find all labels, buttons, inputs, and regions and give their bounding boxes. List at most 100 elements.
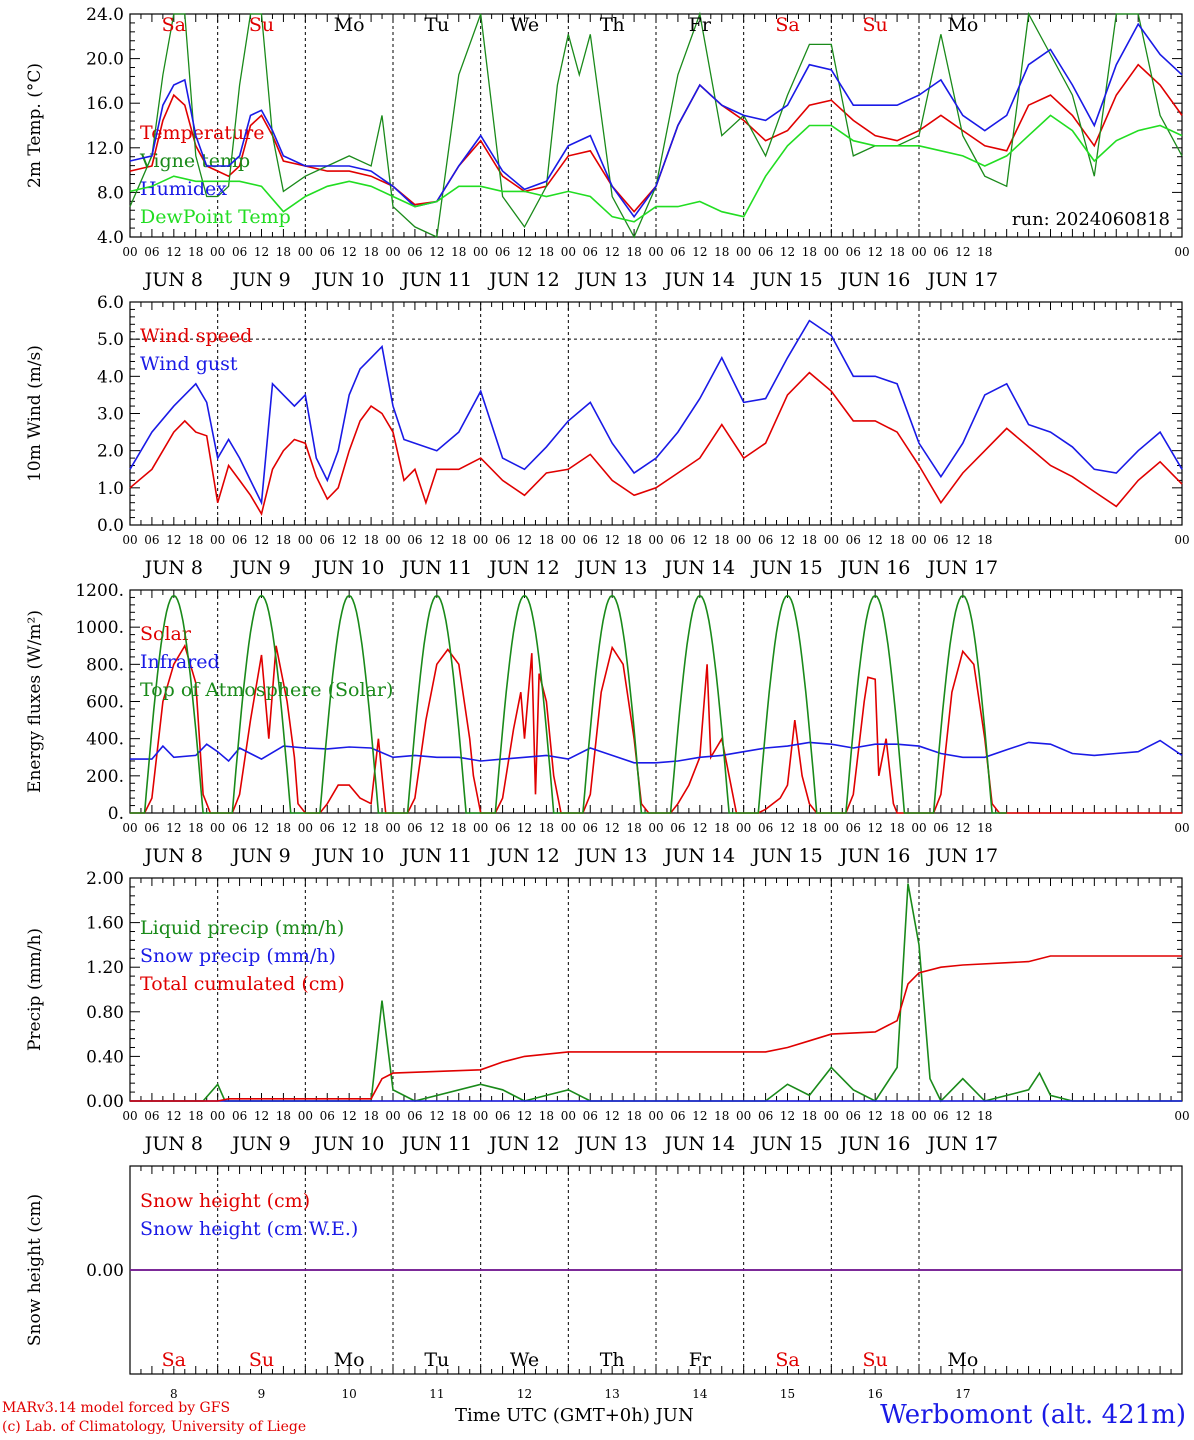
y-tick-label: 0.80 [86,1003,124,1023]
weekday-label: Su [249,14,274,36]
hour-tick-label: 06 [933,1109,948,1123]
hour-tick-label: 06 [583,821,598,835]
day-number-label: 9 [258,1387,266,1401]
hour-tick-label: 12 [780,821,795,835]
y-tick-label: 6.0 [97,293,124,313]
weekday-label: Sa [775,14,799,36]
hour-tick-label: 06 [846,1109,861,1123]
hour-tick-label: 06 [933,533,948,547]
hour-tick-label: 00 [298,245,313,259]
hour-tick-label: 12 [955,533,970,547]
hour-tick-label: 06 [232,245,247,259]
date-label: JUN 11 [400,557,472,579]
date-label: JUN 9 [230,1133,290,1155]
hour-tick-label: 06 [407,245,422,259]
date-label: JUN 12 [487,1133,559,1155]
hour-tick-label: 18 [451,245,466,259]
date-label: JUN 14 [663,557,735,579]
hour-tick-label: 18 [802,245,817,259]
hour-tick-label: 06 [670,533,685,547]
y-tick-label: 600. [86,693,124,713]
hour-tick-label: 00 [561,533,576,547]
hour-tick-label: 18 [451,1109,466,1123]
weekday-label: Sa [775,1349,799,1371]
y-axis-label: 2m Temp. (°C) [25,63,45,188]
hour-tick-label: 18 [626,533,641,547]
legend-entry: Humidex [140,178,227,200]
weekday-label: Fr [689,1349,712,1371]
hour-tick-label: 12 [254,533,269,547]
date-label: JUN 17 [926,845,998,867]
hour-tick-label: 00 [122,821,137,835]
day-number-label: 17 [955,1387,970,1401]
hour-tick-label: 00 [736,245,751,259]
hour-tick-label: 18 [626,821,641,835]
hour-tick-label: 00 [736,1109,751,1123]
date-label: JUN 11 [400,845,472,867]
date-label: JUN 15 [750,269,822,291]
date-label: JUN 16 [838,269,910,291]
hour-tick-label: 18 [276,821,291,835]
hour-tick-label: 06 [933,821,948,835]
y-tick-label: 4.0 [97,228,124,248]
model-credit: MARv3.14 model forced by GFS [2,1400,231,1416]
y-tick-label: 1000. [75,618,124,638]
y-tick-label: 800. [86,655,124,675]
hour-tick-label: 06 [758,821,773,835]
hour-tick-label: 06 [758,533,773,547]
date-label: JUN 15 [750,845,822,867]
hour-tick-label: 18 [451,533,466,547]
legend-entry: DewPoint Temp [140,206,291,228]
hour-tick-label: 06 [144,245,159,259]
hour-tick-label: 00 [473,245,488,259]
hour-tick-label: 00 [911,245,926,259]
hour-tick-label: 00 [561,821,576,835]
date-label: JUN 12 [487,557,559,579]
hour-tick-label: 18 [188,245,203,259]
weekday-label: Sa [162,1349,186,1371]
hour-tick-label: 06 [846,245,861,259]
weekday-label: Fr [689,14,712,36]
weekday-label: We [510,14,539,36]
y-tick-label: 3.0 [97,405,124,425]
hour-tick-label: 00 [911,533,926,547]
y-axis-label: Snow height (cm) [25,1194,45,1346]
hour-tick-label: 18 [626,1109,641,1123]
hour-tick-label: 12 [780,245,795,259]
date-label: JUN 9 [230,845,290,867]
hour-tick-label: 06 [495,1109,510,1123]
hour-tick-label: 12 [692,533,707,547]
hour-tick-label: 06 [846,533,861,547]
hour-tick-label: 06 [407,1109,422,1123]
weekday-label: Tu [424,1349,449,1371]
hour-tick-label: 06 [232,821,247,835]
hour-tick-label: 12 [868,1109,883,1123]
weekday-label: Mo [334,14,365,36]
hour-tick-label: 18 [714,533,729,547]
hour-tick-label: 00 [385,821,400,835]
hour-tick-label: 00 [648,1109,663,1123]
hour-tick-label: 12 [342,533,357,547]
hour-tick-label: 06 [583,1109,598,1123]
hour-tick-label: 00 [473,533,488,547]
hour-tick-label: 00 [385,245,400,259]
hour-tick-label: 12 [254,245,269,259]
date-label: JUN 14 [663,269,735,291]
hour-tick-label: 18 [802,1109,817,1123]
time-axis-title: Time UTC (GMT+0h) JUN [455,1405,694,1426]
hour-tick-label: 00 [648,245,663,259]
hour-tick-label: 18 [802,821,817,835]
hour-tick-label: 18 [539,1109,554,1123]
hour-tick-label: 00 [210,821,225,835]
hour-tick-label: 12 [868,245,883,259]
date-label: JUN 8 [143,269,203,291]
hour-tick-label: 00 [298,1109,313,1123]
weekday-label: Mo [947,14,978,36]
hour-tick-label: 00 [210,1109,225,1123]
legend-entry: Wind speed [140,325,252,347]
hour-tick-label: 18 [188,821,203,835]
hour-tick-label: 00 [1174,1109,1189,1123]
hour-tick-label: 12 [955,821,970,835]
y-tick-label: 5.0 [97,330,124,350]
